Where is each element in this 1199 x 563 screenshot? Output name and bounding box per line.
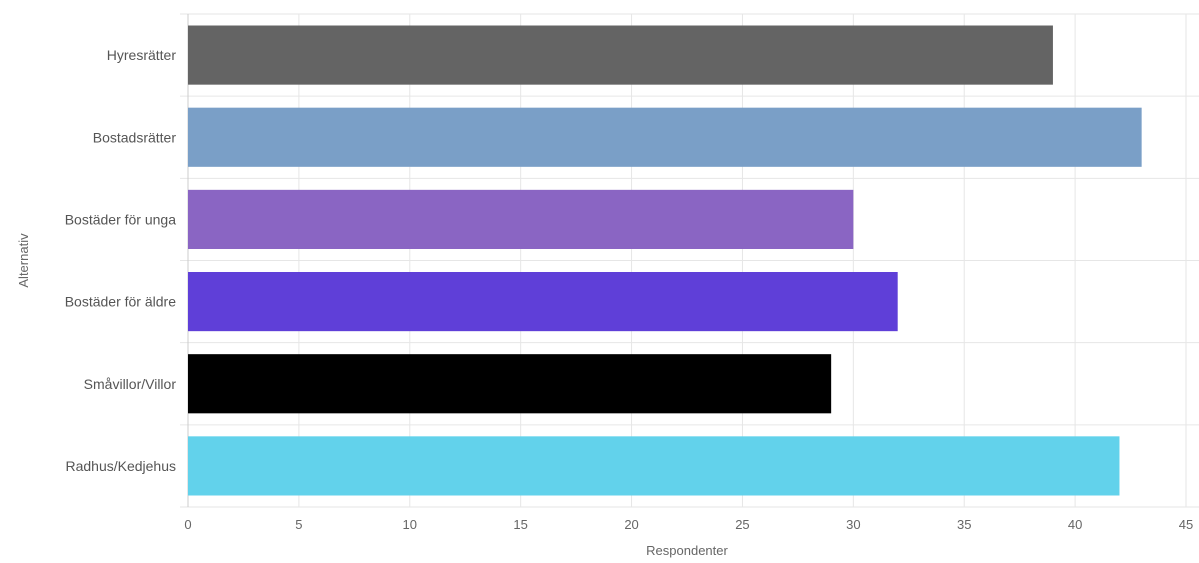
bar (188, 189, 854, 249)
bar (188, 354, 832, 414)
bar (188, 25, 1053, 85)
x-tick-label: 20 (624, 517, 638, 532)
grid (180, 13, 1199, 508)
bar (188, 272, 898, 332)
bar (188, 436, 1120, 496)
category-labels: Hyresrätter Bostadsrätter Bostäder för ung… (65, 47, 177, 474)
category-label: Radhus/Kedjehus (65, 458, 176, 474)
y-axis-title: Alternativ (16, 233, 31, 288)
x-axis-ticks: 0 5 10 15 20 25 30 35 40 45 (184, 517, 1193, 532)
x-axis-title: Respondenter (646, 543, 728, 558)
category-label: Hyresrätter (107, 47, 177, 63)
x-tick-label: 10 (403, 517, 417, 532)
category-label: Bostäder för unga (65, 211, 177, 227)
category-label: Bostadsrätter (93, 129, 177, 145)
category-label: Småvillor/Villor (84, 376, 177, 392)
bar (188, 107, 1142, 167)
bars (188, 25, 1142, 496)
x-tick-label: 35 (957, 517, 971, 532)
x-tick-label: 30 (846, 517, 860, 532)
x-tick-label: 15 (513, 517, 527, 532)
x-tick-label: 5 (295, 517, 302, 532)
x-tick-label: 25 (735, 517, 749, 532)
x-tick-label: 45 (1179, 517, 1193, 532)
category-label: Bostäder för äldre (65, 294, 176, 310)
x-tick-label: 40 (1068, 517, 1082, 532)
x-tick-label: 0 (184, 517, 191, 532)
